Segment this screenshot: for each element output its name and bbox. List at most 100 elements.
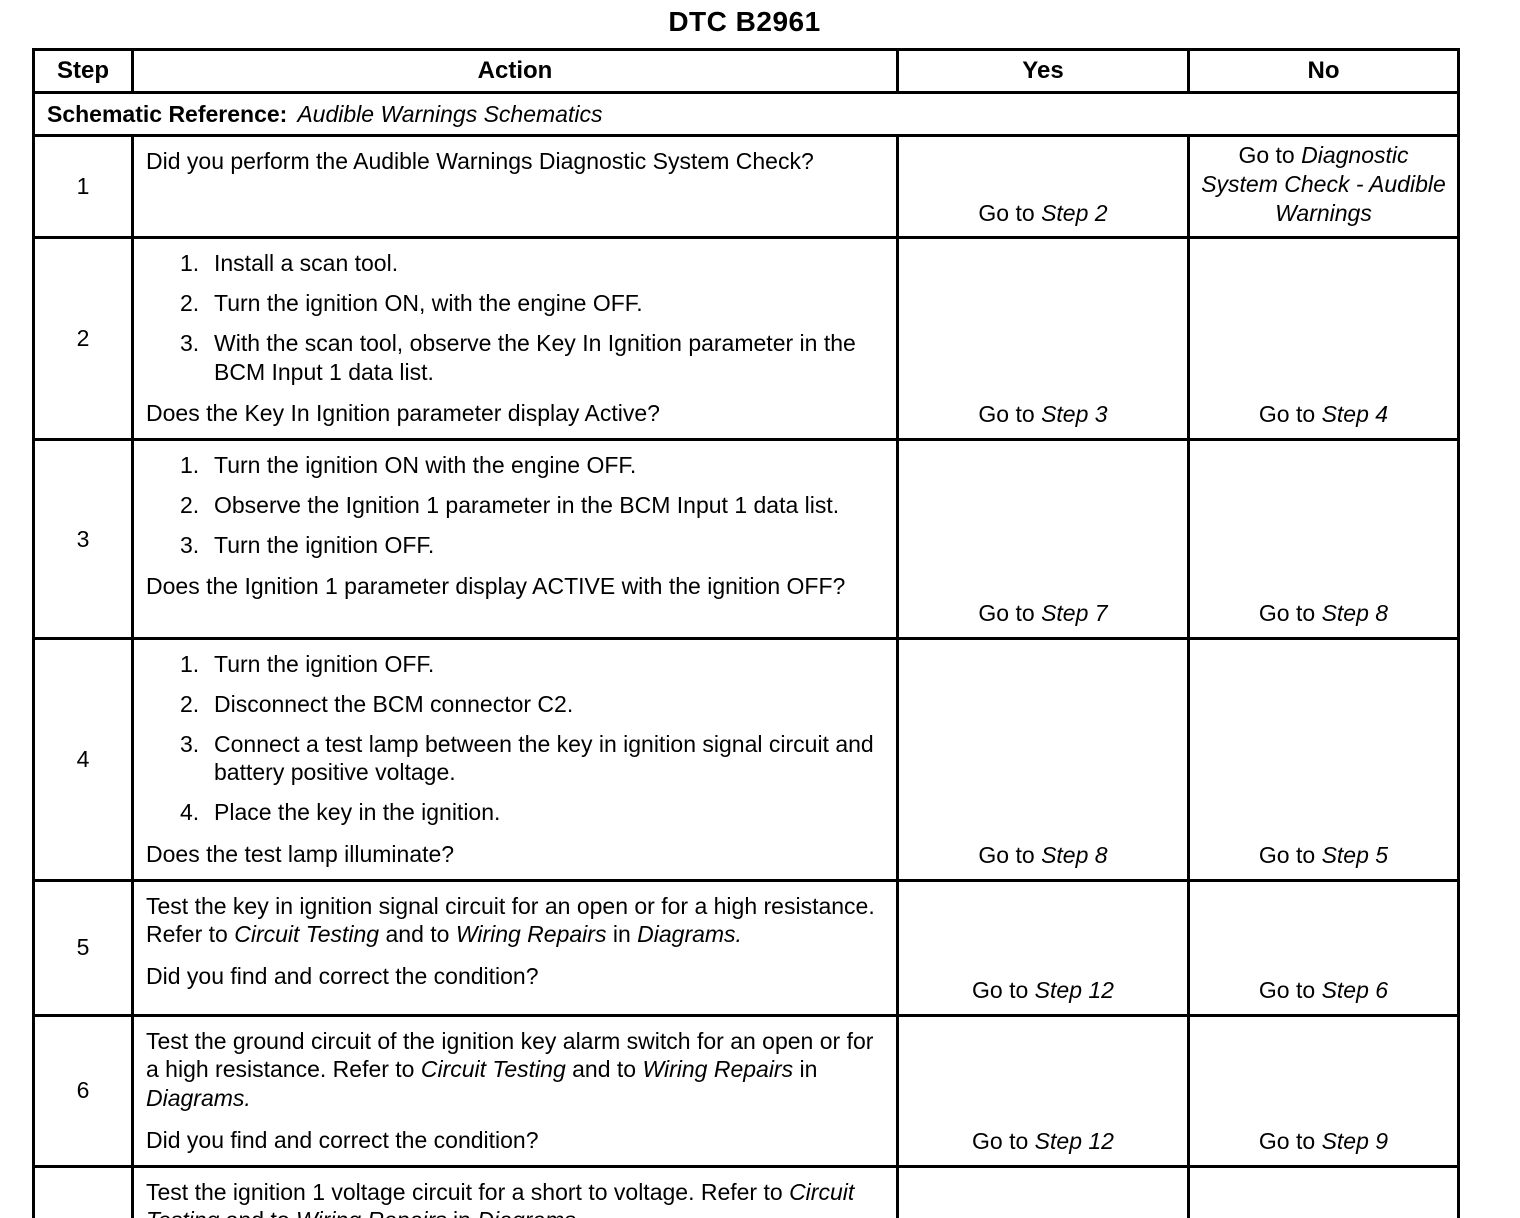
- column-header-yes: Yes: [896, 48, 1190, 94]
- column-header-step: Step: [32, 48, 134, 94]
- yes-cell: Go to Step 8: [896, 637, 1190, 882]
- list-item-number: 2.: [180, 690, 200, 717]
- list-item-text: Install a scan tool.: [214, 250, 399, 277]
- page-title: DTC B2961: [668, 6, 821, 37]
- dtc-diagnostic-table: Step Action Yes No Schematic Reference: A…: [32, 48, 1460, 1218]
- no-cell: Go to Step 9: [1187, 1013, 1460, 1168]
- yes-goto-text: Go to Step 12: [972, 1127, 1114, 1154]
- list-item-number: 3.: [180, 730, 200, 757]
- table-row: 6 Test the ground circuit of the ignition…: [32, 1013, 1460, 1168]
- list-item-text: Connect a test lamp between the key in i…: [214, 730, 874, 786]
- yes-goto-text: Go to Step 7: [978, 600, 1108, 627]
- table-row: 2 1. Install a scan tool. 2. Turn the igniti…: [32, 236, 1460, 441]
- list-item-text: Place the key in the ignition.: [214, 799, 501, 825]
- action-cell: Test the ignition 1 voltage circuit for …: [131, 1164, 899, 1218]
- list-item-number: 3.: [180, 329, 200, 356]
- step-cell: 7: [32, 1164, 134, 1218]
- step-number: 7: [77, 1214, 90, 1218]
- no-cell: Go to Step 5: [1187, 637, 1460, 882]
- action-list-item: 2. Turn the ignition ON, with the engine …: [146, 289, 884, 318]
- action-question: Does the Ignition 1 parameter display AC…: [146, 573, 846, 600]
- action-numbered-list: 1. Turn the ignition ON with the engine O…: [146, 451, 884, 559]
- no-goto-text: Go to Step 4: [1258, 401, 1389, 428]
- table-row: 3 1. Turn the ignition ON with the engine …: [32, 438, 1460, 640]
- schematic-reference-cell: Schematic Reference: Audible Warnings Sch…: [32, 91, 1460, 137]
- action-cell: Test the key in ignition signal circuit …: [131, 878, 899, 1017]
- schematic-reference-row: Schematic Reference: Audible Warnings Sch…: [32, 91, 1460, 137]
- action-list-item: 2. Observe the Ignition 1 parameter in th…: [146, 491, 884, 520]
- yes-cell: Go to Step 3: [896, 236, 1190, 441]
- step-cell: 2: [32, 236, 134, 441]
- yes-cell: Go to Step 2: [896, 133, 1190, 240]
- table-header-row: Step Action Yes No: [32, 48, 1460, 94]
- step-number: 4: [76, 745, 90, 772]
- schematic-reference-label: Schematic Reference:: [47, 100, 288, 127]
- list-item-text: Turn the ignition ON, with the engine OF…: [214, 290, 643, 316]
- no-cell: Go to Step 8: [1187, 1164, 1460, 1218]
- action-list-item: 1. Turn the ignition ON with the engine O…: [146, 451, 884, 480]
- action-cell: 1. Install a scan tool. 2. Turn the ignitio…: [131, 236, 899, 441]
- column-header-no: No: [1187, 48, 1460, 94]
- list-item-text: With the scan tool, observe the Key In I…: [214, 329, 856, 385]
- no-goto-text: Go to Step 9: [1258, 1127, 1389, 1154]
- step-number: 3: [76, 525, 90, 552]
- list-item-number: 1.: [180, 651, 200, 677]
- list-item-number: 3.: [180, 531, 200, 558]
- table-row: 7 Test the ignition 1 voltage circuit for…: [32, 1164, 1460, 1218]
- step-cell: 5: [32, 878, 134, 1017]
- action-list-item: 1. Turn the ignition OFF.: [146, 650, 884, 679]
- list-item-number: 1.: [180, 452, 200, 478]
- list-item-text: Turn the ignition OFF.: [214, 531, 435, 558]
- list-item-number: 4.: [180, 799, 200, 825]
- no-goto-text: Go to Diagnostic System Check - Audible …: [1201, 142, 1446, 226]
- action-question: Did you find and correct the condition?: [146, 1126, 539, 1153]
- action-list-item: 2. Disconnect the BCM connector C2.: [146, 690, 884, 719]
- action-text: Test the ignition 1 voltage circuit for …: [146, 1178, 855, 1218]
- step-number: 1: [76, 173, 90, 200]
- list-item-number: 1.: [180, 250, 200, 277]
- action-text: Did you perform the Audible Warnings Dia…: [146, 148, 814, 174]
- no-cell: Go to Step 4: [1187, 236, 1460, 441]
- action-cell: Did you perform the Audible Warnings Dia…: [131, 133, 899, 240]
- list-item-text: Turn the ignition ON with the engine OFF…: [214, 452, 637, 478]
- action-list-item: 1. Install a scan tool.: [146, 249, 884, 278]
- action-text: Test the ground circuit of the ignition …: [146, 1027, 874, 1112]
- action-list-item: 4. Place the key in the ignition.: [146, 798, 884, 827]
- column-header-action: Action: [131, 48, 899, 94]
- no-cell: Go to Diagnostic System Check - Audible …: [1187, 133, 1460, 240]
- step-number: 5: [76, 934, 90, 961]
- action-question: Did you find and correct the condition?: [146, 963, 539, 989]
- step-number: 2: [76, 325, 90, 352]
- action-cell: 1. Turn the ignition ON with the engine O…: [131, 438, 899, 640]
- no-goto-text: Go to Step 8: [1258, 600, 1389, 627]
- yes-cell: Go to Step 12: [896, 878, 1190, 1017]
- list-item-text: Disconnect the BCM connector C2.: [214, 690, 574, 717]
- step-cell: 1: [32, 133, 134, 240]
- no-goto-text: Go to Step 6: [1258, 976, 1389, 1003]
- action-numbered-list: 1. Turn the ignition OFF. 2. Disconnect the…: [146, 650, 884, 827]
- yes-goto-text: Go to Step 3: [978, 401, 1108, 428]
- step-cell: 3: [32, 438, 134, 640]
- action-question: Does the test lamp illuminate?: [146, 840, 455, 867]
- action-list-item: 3. Turn the ignition OFF.: [146, 531, 884, 560]
- yes-goto-text: Go to Step 2: [978, 199, 1108, 226]
- step-cell: 4: [32, 637, 134, 882]
- action-list-item: 3. Connect a test lamp between the key in…: [146, 730, 884, 788]
- yes-goto-text: Go to Step 12: [972, 976, 1114, 1003]
- step-cell: 6: [32, 1013, 134, 1168]
- table-row: 4 1. Turn the ignition OFF. 2. Disconnect th…: [32, 637, 1460, 882]
- list-item-text: Observe the Ignition 1 parameter in the …: [214, 491, 840, 518]
- yes-cell: Go to Step 7: [896, 438, 1190, 640]
- schematic-reference-value: Audible Warnings Schematics: [297, 100, 603, 127]
- action-cell: Test the ground circuit of the ignition …: [131, 1013, 899, 1168]
- no-cell: Go to Step 6: [1187, 878, 1460, 1017]
- action-question: Does the Key In Ignition parameter displ…: [146, 400, 660, 427]
- dtc-table-body: 1 Did you perform the Audible Warnings Di…: [32, 133, 1460, 1218]
- list-item-number: 2.: [180, 491, 200, 518]
- yes-cell: Go to Step 12: [896, 1164, 1190, 1218]
- document-page: DTC B2961 Step Action Yes No Schematic R…: [0, 6, 1520, 1218]
- action-text: Test the key in ignition signal circuit …: [146, 892, 875, 948]
- step-number: 6: [76, 1077, 90, 1104]
- table-row: 1 Did you perform the Audible Warnings Di…: [32, 133, 1460, 240]
- action-cell: 1. Turn the ignition OFF. 2. Disconnect the…: [131, 637, 899, 882]
